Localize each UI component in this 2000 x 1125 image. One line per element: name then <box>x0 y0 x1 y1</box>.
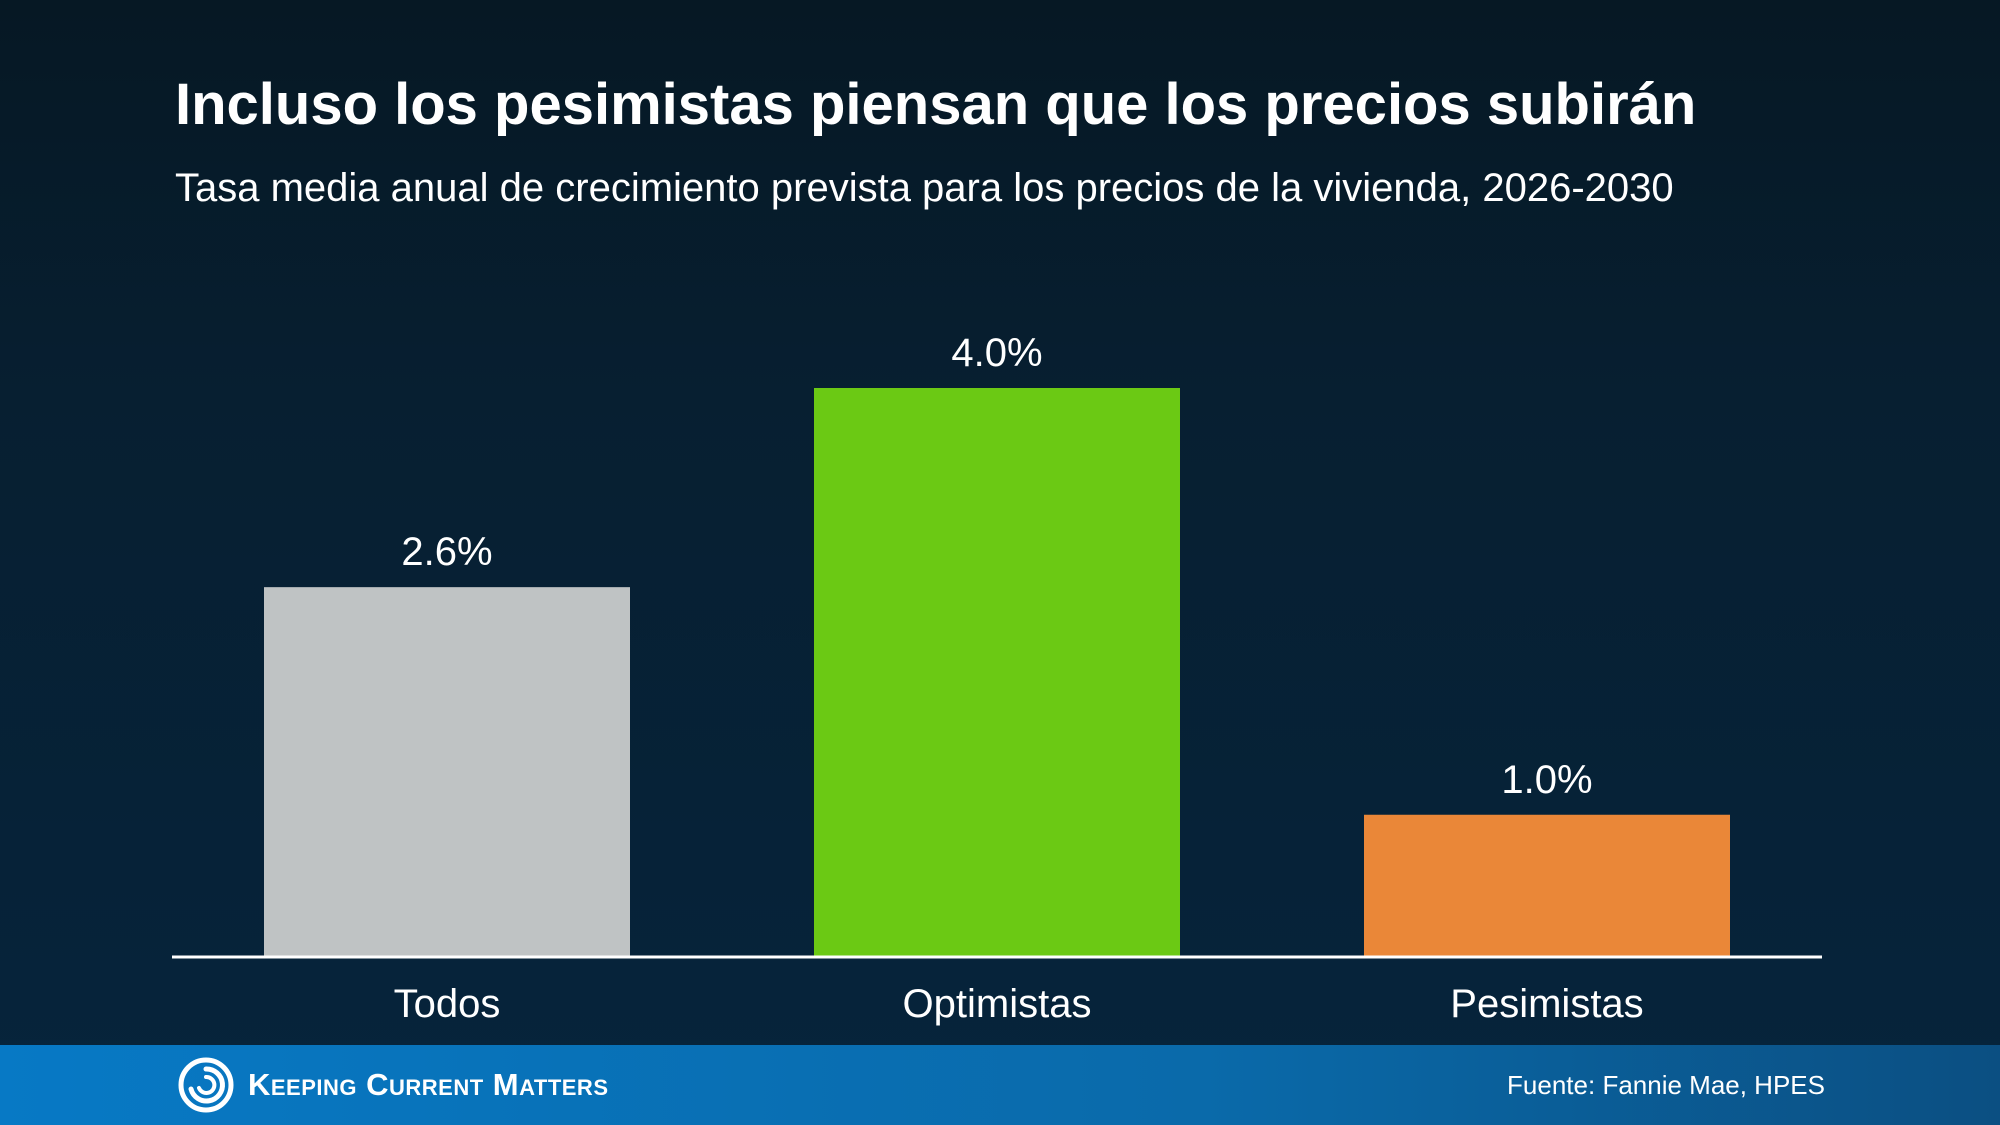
data-label: 2.6% <box>401 530 492 574</box>
bar-todos <box>264 587 630 957</box>
brand: Keeping Current Matters <box>178 1057 609 1113</box>
x-tick-label: Pesimistas <box>1450 982 1643 1026</box>
brand-name: Keeping Current Matters <box>248 1067 609 1102</box>
chart-title: Incluso los pesimistas piensan que los p… <box>175 72 1697 137</box>
swirl-logo-icon <box>178 1057 234 1113</box>
footer-bar: Keeping Current Matters Fuente: Fannie M… <box>0 1045 2000 1125</box>
data-label: 1.0% <box>1501 758 1592 802</box>
data-label: 4.0% <box>951 331 1042 375</box>
bar-optimistas <box>814 388 1180 957</box>
x-tick-label: Todos <box>394 982 501 1026</box>
bar-pesimistas <box>1364 814 1730 957</box>
source-note: Fuente: Fannie Mae, HPES <box>1507 1070 1825 1100</box>
bar-chart: 2.6% Todos 4.0% Optimistas 1.0% Pesimistas <box>264 331 1730 1026</box>
x-tick-label: Optimistas <box>903 982 1092 1026</box>
chart-subtitle: Tasa media anual de crecimiento prevista… <box>175 166 1674 210</box>
